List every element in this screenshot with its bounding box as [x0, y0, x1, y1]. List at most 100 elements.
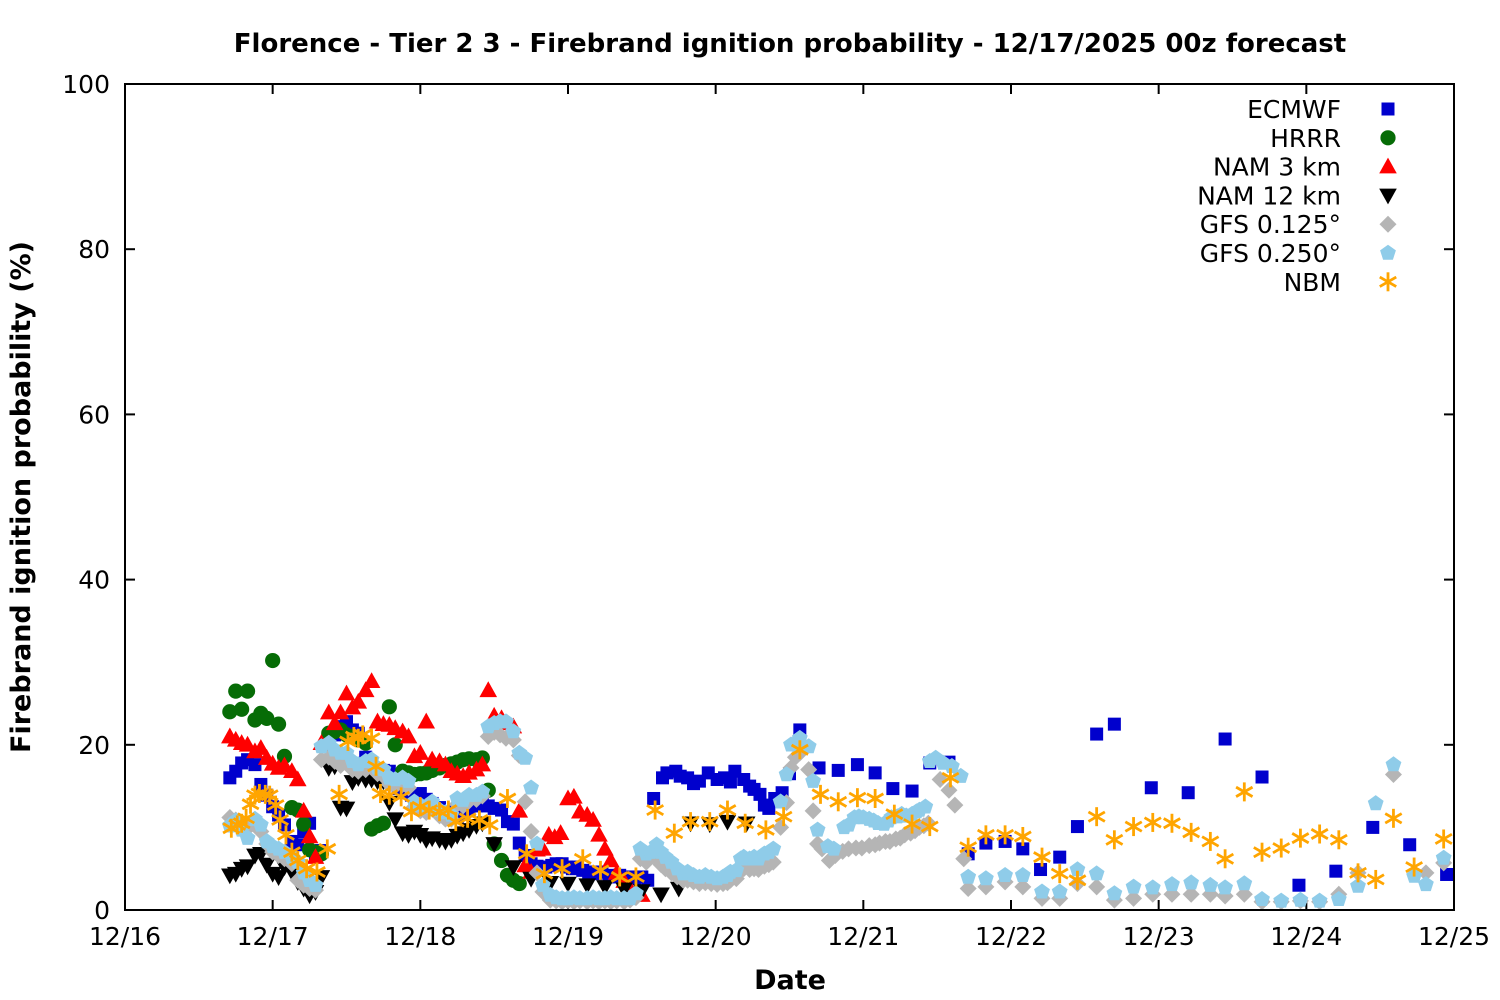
data-point — [573, 849, 592, 869]
data-point — [331, 703, 350, 720]
data-point — [392, 787, 411, 807]
data-points — [221, 652, 1454, 911]
data-point — [1366, 820, 1380, 834]
asterisk-ray — [260, 793, 271, 802]
data-point — [353, 725, 372, 745]
asterisk-ray — [665, 831, 676, 840]
asterisk-ray — [237, 817, 247, 825]
data-point — [1183, 874, 1199, 890]
asterisk-ray — [1124, 825, 1135, 833]
data-point — [917, 798, 934, 814]
data-point — [288, 770, 307, 787]
data-point — [1367, 795, 1384, 811]
data-point — [1254, 891, 1270, 906]
data-point — [417, 712, 436, 729]
data-point — [1144, 781, 1158, 795]
asterisk-ray — [837, 800, 848, 808]
data-point — [270, 716, 287, 732]
asterisk-ray — [1261, 850, 1271, 859]
asterisk-ray — [1087, 815, 1098, 823]
asterisk-ray — [618, 875, 629, 883]
data-point — [736, 813, 755, 833]
data-point — [1124, 817, 1143, 837]
asterisk-ray — [316, 870, 326, 878]
data-point — [1311, 892, 1328, 908]
asterisk-ray — [1318, 832, 1329, 840]
asterisk-ray — [949, 776, 960, 784]
data-point — [493, 852, 510, 869]
data-point — [831, 763, 845, 777]
data-point — [1292, 878, 1306, 892]
data-point — [940, 781, 958, 799]
data-point — [1181, 786, 1195, 800]
asterisk-ray — [353, 733, 364, 741]
data-point — [1216, 849, 1235, 869]
asterisk-ray — [985, 833, 995, 841]
data-point — [307, 876, 324, 892]
data-point — [590, 825, 608, 842]
data-point — [997, 867, 1013, 882]
asterisk-ray — [1190, 831, 1201, 839]
data-point — [1105, 830, 1124, 850]
data-point — [1088, 865, 1105, 881]
data-point — [399, 727, 418, 744]
asterisk-ray — [1434, 837, 1445, 845]
data-point — [511, 875, 527, 892]
data-point — [903, 814, 921, 834]
asterisk-ray — [420, 808, 430, 817]
asterisk-ray — [249, 803, 260, 811]
data-point — [1051, 883, 1068, 899]
legend-marker-triangle-down-icon — [1379, 188, 1397, 205]
data-point — [551, 824, 570, 840]
asterisk-ray — [1442, 837, 1453, 845]
data-point — [283, 865, 301, 882]
data-point — [1014, 867, 1031, 882]
data-point — [506, 817, 520, 831]
data-point — [952, 767, 969, 783]
data-point — [1217, 879, 1233, 895]
asterisk-ray — [856, 796, 867, 804]
data-point — [1107, 717, 1121, 731]
data-point — [811, 784, 830, 804]
data-point — [1125, 889, 1143, 907]
data-point — [790, 740, 809, 760]
data-point — [239, 683, 256, 699]
legend-marker-circle-icon — [1380, 130, 1396, 146]
data-point — [349, 692, 368, 709]
data-point — [495, 803, 509, 817]
asterisk-ray — [282, 850, 293, 859]
asterisk-ray — [1132, 825, 1143, 833]
data-point — [297, 859, 316, 879]
data-point — [498, 713, 514, 729]
asterisk-ray — [765, 828, 775, 836]
data-point — [337, 801, 356, 818]
data-point — [253, 816, 269, 832]
asterisk-ray — [525, 852, 536, 860]
data-point — [1106, 885, 1123, 901]
data-point — [1403, 838, 1417, 852]
asterisk-ray — [1059, 872, 1069, 880]
asterisk-ray — [271, 818, 281, 826]
data-point — [330, 784, 349, 804]
data-point — [480, 815, 499, 835]
data-point — [791, 729, 808, 745]
data-point — [1235, 782, 1254, 802]
asterisk-ray — [402, 810, 413, 818]
data-point — [1013, 826, 1032, 846]
y-tick-label: 40 — [78, 566, 110, 595]
data-point — [473, 755, 492, 772]
data-point — [269, 870, 288, 886]
asterisk-ray — [756, 828, 767, 836]
data-point — [308, 862, 326, 882]
asterisk-ray — [610, 875, 621, 883]
asterisk-ray — [1366, 878, 1377, 886]
asterisk-ray — [782, 815, 793, 823]
y-axis-label: Firebrand ignition probability (%) — [6, 241, 37, 753]
data-point — [596, 839, 614, 856]
data-point — [1201, 831, 1220, 851]
data-point — [1273, 892, 1290, 908]
asterisk-ray — [1280, 846, 1291, 855]
legend-marker-asterisk-icon — [1379, 272, 1397, 292]
data-point — [1050, 864, 1069, 884]
asterisk-ray — [1413, 865, 1424, 874]
